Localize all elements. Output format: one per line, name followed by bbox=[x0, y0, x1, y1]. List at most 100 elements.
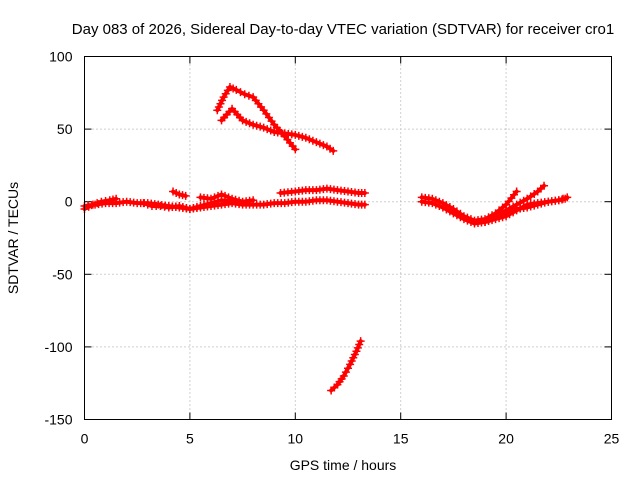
data-point bbox=[298, 132, 307, 141]
data-point bbox=[533, 200, 542, 209]
data-series bbox=[80, 82, 572, 395]
series-track-f bbox=[276, 184, 369, 197]
data-point bbox=[210, 193, 219, 202]
series-track-i bbox=[327, 337, 365, 395]
data-point bbox=[431, 196, 440, 205]
x-tick-label: 20 bbox=[498, 431, 514, 447]
tick-labels: 0 5 10 15 20 25 100 50 0 -50 -100 -150 bbox=[44, 49, 619, 447]
data-point bbox=[523, 203, 532, 212]
data-point bbox=[301, 133, 310, 142]
data-point bbox=[181, 191, 190, 200]
data-point bbox=[308, 136, 317, 145]
data-point bbox=[196, 202, 205, 211]
data-point bbox=[185, 204, 194, 213]
x-tick-label: 10 bbox=[288, 431, 304, 447]
y-tick-label: 100 bbox=[49, 49, 73, 65]
x-axis-title: GPS time / hours bbox=[290, 457, 397, 473]
data-point bbox=[502, 209, 511, 218]
data-point bbox=[256, 122, 265, 131]
data-point bbox=[315, 139, 324, 148]
series-track-h bbox=[217, 104, 338, 155]
data-point bbox=[88, 200, 97, 209]
data-point bbox=[491, 212, 500, 221]
data-point bbox=[495, 211, 504, 220]
data-point bbox=[428, 194, 437, 203]
data-point bbox=[231, 195, 240, 204]
series-track-m bbox=[491, 193, 572, 221]
data-point bbox=[263, 125, 272, 134]
series-track-c bbox=[139, 196, 247, 213]
data-point bbox=[245, 119, 254, 128]
data-point bbox=[228, 194, 237, 203]
data-point bbox=[143, 200, 152, 209]
data-point bbox=[224, 193, 233, 202]
data-point bbox=[530, 201, 539, 210]
x-tick-label: 15 bbox=[393, 431, 409, 447]
data-point bbox=[563, 193, 572, 202]
data-point bbox=[540, 198, 549, 207]
data-point bbox=[192, 203, 201, 212]
data-point bbox=[189, 203, 198, 212]
data-point bbox=[175, 202, 184, 211]
data-point bbox=[312, 138, 321, 147]
data-point bbox=[232, 85, 241, 94]
y-tick-label: 0 bbox=[65, 194, 73, 210]
data-point bbox=[252, 121, 261, 130]
x-tick-label: 5 bbox=[186, 431, 194, 447]
series-track-g bbox=[213, 82, 300, 154]
chart-title: Day 083 of 2026, Sidereal Day-to-day VTE… bbox=[72, 21, 614, 38]
data-point bbox=[294, 131, 303, 140]
data-point bbox=[498, 210, 507, 219]
data-point bbox=[84, 202, 93, 211]
x-tick-label: 0 bbox=[81, 431, 89, 447]
data-point bbox=[559, 194, 568, 203]
data-point bbox=[259, 123, 268, 132]
data-point bbox=[217, 190, 226, 199]
data-point bbox=[93, 199, 102, 208]
data-point bbox=[238, 116, 247, 125]
x-tick-label: 25 bbox=[604, 431, 620, 447]
data-point bbox=[526, 202, 535, 211]
y-tick-label: -150 bbox=[44, 412, 72, 428]
y-tick-label: -50 bbox=[52, 266, 72, 282]
data-point bbox=[249, 196, 258, 205]
data-point bbox=[206, 194, 215, 203]
data-point bbox=[512, 187, 521, 196]
data-point bbox=[242, 117, 251, 126]
data-point bbox=[329, 146, 338, 155]
data-point bbox=[463, 213, 472, 222]
data-point bbox=[221, 191, 230, 200]
data-point bbox=[505, 207, 514, 216]
data-point bbox=[509, 206, 518, 215]
data-point bbox=[291, 130, 300, 139]
data-point bbox=[291, 145, 300, 154]
data-point bbox=[249, 120, 258, 129]
data-point bbox=[459, 212, 468, 221]
data-point bbox=[540, 181, 549, 190]
series-track-d bbox=[169, 187, 190, 200]
gridlines bbox=[84, 56, 612, 420]
data-point bbox=[360, 188, 369, 197]
data-point bbox=[182, 203, 191, 212]
data-point bbox=[199, 201, 208, 210]
data-point bbox=[139, 199, 148, 208]
data-point bbox=[178, 203, 187, 212]
data-point bbox=[356, 337, 365, 346]
data-point bbox=[554, 196, 563, 205]
data-point bbox=[435, 197, 444, 206]
data-point bbox=[240, 90, 249, 99]
data-point bbox=[214, 191, 223, 200]
plot-frame bbox=[84, 56, 612, 420]
y-axis-title: SDTVAR / TECUs bbox=[5, 182, 21, 294]
data-point bbox=[266, 126, 275, 135]
data-point bbox=[466, 215, 475, 224]
data-point bbox=[235, 196, 244, 205]
y-tick-label: 50 bbox=[57, 121, 73, 137]
y-tick-label: -100 bbox=[44, 339, 72, 355]
data-point bbox=[112, 194, 121, 203]
data-point bbox=[236, 88, 245, 97]
series-track-e bbox=[196, 190, 258, 206]
data-point bbox=[244, 91, 253, 100]
